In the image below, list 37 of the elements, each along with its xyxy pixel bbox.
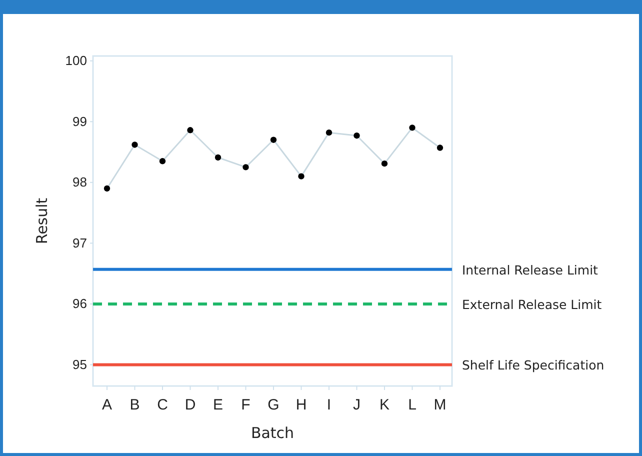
y-tick-label: 99	[72, 114, 87, 129]
ref-line-label: External Release Limit	[462, 296, 602, 312]
x-tick-label: I	[326, 396, 332, 414]
y-tick-label: 100	[65, 53, 87, 68]
point	[298, 173, 304, 180]
ref-line-label: Internal Release Limit	[462, 262, 598, 278]
x-tick-label: H	[296, 396, 307, 414]
point	[132, 142, 138, 148]
y-tick-label: 97	[72, 235, 87, 250]
x-tick-label: D	[184, 396, 196, 414]
y-tick-label: 98	[72, 174, 87, 190]
point	[354, 132, 360, 139]
point	[381, 160, 388, 167]
x-tick-label: L	[408, 396, 416, 414]
x-tick-label: E	[212, 396, 224, 414]
x-tick-label: M	[434, 396, 446, 414]
x-tick-label: J	[353, 396, 360, 414]
x-tick-label: G	[268, 396, 280, 414]
point	[214, 154, 222, 161]
point	[187, 127, 194, 134]
point	[436, 144, 444, 151]
x-tick-label: C	[157, 396, 168, 414]
y-tick-label: 95	[72, 356, 87, 372]
point	[326, 129, 332, 136]
x-tick-label: A	[102, 396, 112, 414]
ref-line-label: Shelf Life Specification	[462, 358, 604, 373]
x-axis-title: Batch	[250, 424, 294, 442]
y-axis-title: Result	[33, 198, 51, 244]
point	[409, 124, 416, 131]
point	[242, 164, 249, 170]
x-tick-label: B	[130, 396, 140, 414]
y-tick-label: 96	[72, 296, 87, 312]
point	[104, 185, 110, 192]
point	[270, 136, 277, 143]
x-tick-label: K	[379, 396, 390, 414]
point	[159, 158, 166, 164]
x-tick-label: F	[241, 396, 250, 414]
